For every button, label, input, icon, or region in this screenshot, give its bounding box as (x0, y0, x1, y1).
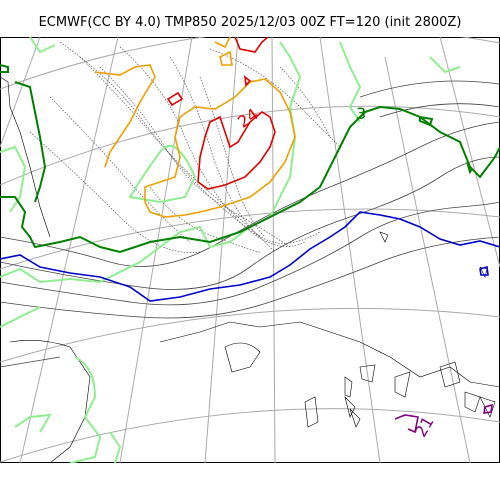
blue-contours (0, 211, 500, 302)
map-frame (0, 37, 500, 463)
thin-contours (0, 80, 500, 368)
light-green-contours (0, 37, 461, 463)
chart-title: ECMWF(CC BY 4.0) TMP850 2025/12/03 00Z F… (38, 15, 462, 30)
purple-contours (394, 403, 493, 434)
green-contour-label: 3 (356, 104, 366, 123)
green-contours (0, 64, 500, 254)
coastlines (0, 76, 500, 463)
map-panel: 24 3 21 (0, 37, 500, 463)
red-contours (166, 37, 276, 190)
orange-contours (94, 37, 296, 218)
weather-map: 24 3 21 (0, 37, 500, 463)
